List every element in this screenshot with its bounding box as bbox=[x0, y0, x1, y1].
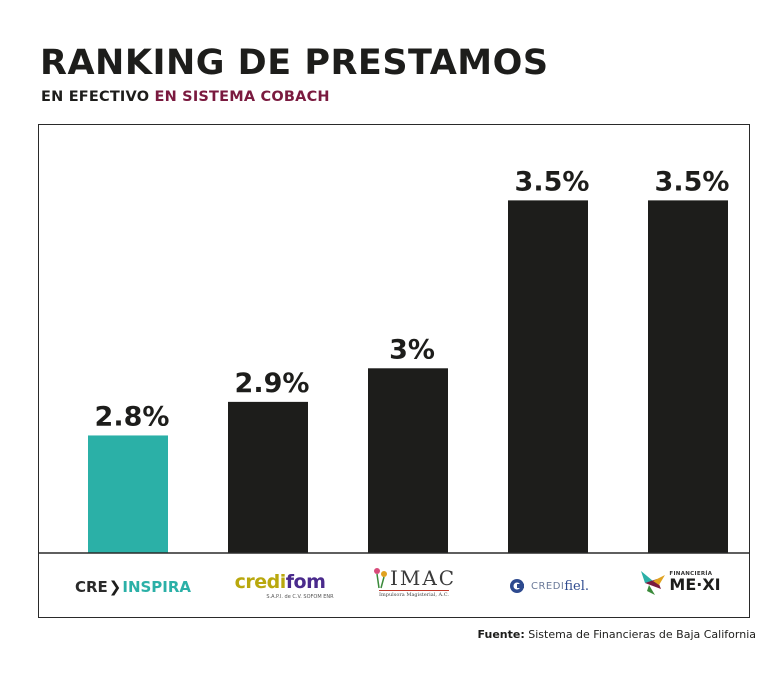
creinspira-text-pre: CRE bbox=[74, 578, 108, 596]
bar-2 bbox=[368, 368, 448, 553]
mexi-text-top: FINANCIERÍA bbox=[669, 571, 713, 577]
source-label: Fuente: bbox=[477, 628, 525, 641]
source-note: Fuente: Sistema de Financieras de Baja C… bbox=[478, 628, 756, 641]
credifom-text-pre: credi bbox=[234, 570, 287, 593]
credifom-text-post: fom bbox=[285, 570, 326, 593]
subtitle-prefix: EN EFECTIVO bbox=[41, 89, 150, 105]
credifom-subtext: S.A.P.I. de C.V. SOFOM ENR bbox=[266, 593, 334, 600]
bar-3 bbox=[508, 200, 588, 553]
bar-0 bbox=[88, 435, 168, 553]
chart-subtitle: EN EFECTIVO EN SISTEMA COBACH bbox=[41, 90, 330, 105]
credifiel-c-icon bbox=[509, 579, 524, 593]
credifom-wordmark: credifom bbox=[234, 570, 326, 593]
creinspira-text-post: INSPIRA bbox=[122, 578, 192, 596]
logo-creinspira: CRE ❯ INSPIRA bbox=[68, 572, 198, 602]
data-label-1: 2.9% bbox=[235, 368, 310, 399]
hummingbird-icon bbox=[641, 571, 666, 595]
data-label-0: 2.8% bbox=[95, 401, 170, 432]
chevron-right-icon: ❯ bbox=[108, 578, 122, 596]
imac-subtext: Impulsora Magisterial, A.C. bbox=[379, 590, 449, 598]
data-label-2: 3% bbox=[389, 334, 435, 365]
logo-imac: IMAC Impulsora Magisterial, A.C. bbox=[364, 560, 464, 604]
logo-credifiel: CREDI fiel. bbox=[494, 570, 604, 602]
source-text: Sistema de Financieras de Baja Californi… bbox=[528, 628, 756, 641]
subtitle-accent: EN SISTEMA COBACH bbox=[154, 89, 330, 105]
bar-1 bbox=[228, 401, 308, 553]
credifiel-text-pre: CREDI bbox=[530, 580, 565, 592]
credifiel-text-post: fiel. bbox=[564, 578, 590, 594]
logo-mexi: FINANCIERÍA ME·XI bbox=[630, 560, 730, 604]
flower-icon bbox=[373, 568, 387, 589]
data-label-3: 3.5% bbox=[515, 166, 590, 197]
imac-wordmark: IMAC bbox=[389, 566, 457, 590]
chart-title: RANKING DE PRESTAMOS bbox=[40, 43, 549, 83]
logo-credifom: credifom S.A.P.I. de C.V. SOFOM ENR bbox=[216, 566, 344, 606]
bar-4 bbox=[648, 200, 728, 553]
chart-frame bbox=[38, 124, 750, 618]
data-label-4: 3.5% bbox=[655, 166, 730, 197]
mexi-wordmark: ME·XI bbox=[669, 575, 721, 594]
